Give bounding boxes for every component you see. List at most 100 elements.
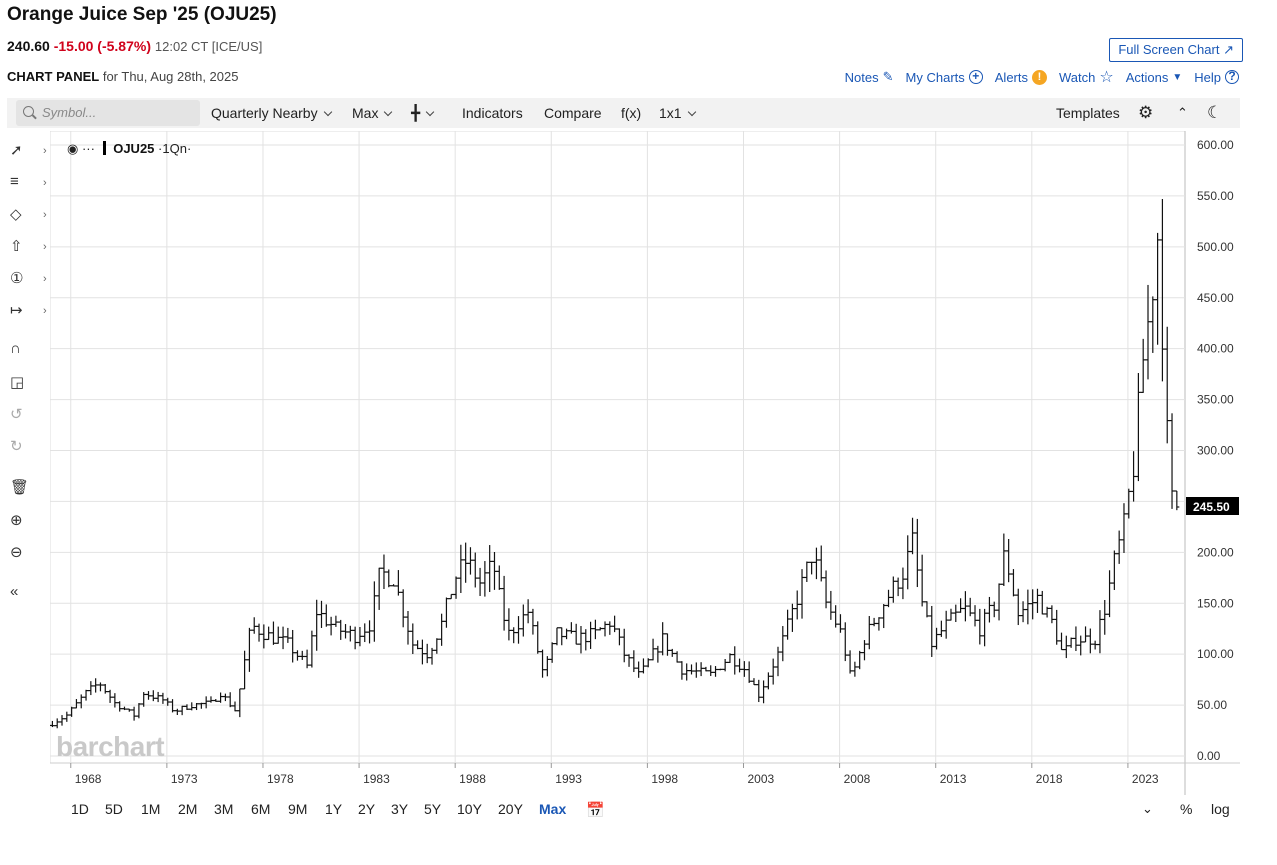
collapse-toolbar-button[interactable]: « xyxy=(10,583,50,609)
ohlc-bar xyxy=(347,625,353,642)
ohlc-bar xyxy=(362,623,368,643)
ohlc-bar xyxy=(953,604,959,622)
ohlc-bar xyxy=(400,589,406,628)
delete-button[interactable]: 🗑 xyxy=(10,478,50,504)
ohlc-bar xyxy=(439,613,445,646)
ohlc-bar xyxy=(69,706,75,717)
double-chevron-down-icon[interactable]: ⌄ xyxy=(1142,801,1153,816)
range-1m[interactable]: 1M xyxy=(141,801,161,817)
gear-icon[interactable]: ⚙ xyxy=(1138,103,1154,122)
zoom-in-button[interactable]: ⊕ xyxy=(10,511,50,537)
ohlc-bar xyxy=(338,619,344,640)
range-1y[interactable]: 1Y xyxy=(325,801,343,817)
collapse-icon[interactable]: ⌃ xyxy=(1177,105,1188,120)
range-10y[interactable]: 10Y xyxy=(457,801,482,817)
ohlc-bar xyxy=(208,696,214,703)
ohlc-bar xyxy=(828,590,834,620)
actions-menu[interactable]: Actions ▼ xyxy=(1126,70,1183,85)
ohlc-bar xyxy=(227,692,233,708)
x-tick-label: 2018 xyxy=(1036,772,1063,786)
period-dropdown[interactable]: Quarterly Nearby xyxy=(211,98,332,128)
calendar-icon[interactable]: 📅 xyxy=(586,802,605,819)
ohlc-bar xyxy=(261,624,267,649)
y-tick-label: 100.00 xyxy=(1197,647,1234,661)
zoom-in-icon: ⊕ xyxy=(10,512,23,529)
compare-button[interactable]: Compare xyxy=(544,105,602,121)
alerts-link[interactable]: Alerts! xyxy=(995,69,1047,85)
ohlc-bar xyxy=(857,650,863,670)
last-price-box xyxy=(1186,496,1239,515)
ohlc-bar xyxy=(97,682,103,692)
page-title: Orange Juice Sep '25 (OJU25) xyxy=(7,4,277,25)
x-axis: 1968 1973 1978 1983 1988 1993 1998 2003 2008 2013… xyxy=(70,763,1159,786)
magnet-tool[interactable]: ∩ xyxy=(10,340,50,366)
layout-dropdown[interactable]: 1x1 xyxy=(659,98,696,128)
range-5d[interactable]: 5D xyxy=(105,801,123,817)
price-chart[interactable]: 0.0050.00100.00150.00200.00250.00300.003… xyxy=(50,131,1240,795)
ohlc-bar xyxy=(852,661,858,677)
ohlc-bar xyxy=(323,604,329,627)
ohlc-bar xyxy=(780,626,786,662)
annotation-tool[interactable]: ① › xyxy=(10,269,50,295)
ohlc-bar xyxy=(1087,628,1093,654)
range-5y[interactable]: 5Y xyxy=(424,801,442,817)
ohlc-bar xyxy=(131,706,137,721)
unlock-icon: ◲ xyxy=(10,374,25,391)
ohlc-bar xyxy=(886,589,892,608)
ohlc-bar xyxy=(64,711,70,722)
lock-tool[interactable]: ◲ xyxy=(10,373,50,399)
ohlc-bar xyxy=(775,646,781,677)
symbol-search-input[interactable]: Symbol... xyxy=(16,100,200,126)
templates-button[interactable]: Templates xyxy=(1056,105,1120,121)
ohlc-bar xyxy=(578,626,584,654)
range-3y[interactable]: 3Y xyxy=(391,801,409,817)
measure-tool[interactable]: ↦ › xyxy=(10,301,50,327)
range-20y[interactable]: 20Y xyxy=(498,801,523,817)
ohlc-bar xyxy=(833,605,839,628)
range-9m[interactable]: 9M xyxy=(288,801,308,817)
ohlc-bar xyxy=(573,623,579,645)
star-icon: ☆ xyxy=(1099,69,1114,86)
zoom-out-button[interactable]: ⊖ xyxy=(10,543,50,569)
full-screen-chart-button[interactable]: Full Screen Chart ↗ xyxy=(1109,38,1243,62)
help-link[interactable]: Help? xyxy=(1194,70,1239,85)
range-max[interactable]: Max xyxy=(539,801,567,817)
quote-line: 240.60 -15.00 (-5.87%) 12:02 CT [ICE/US] xyxy=(7,38,262,54)
ohlc-bar xyxy=(564,628,570,640)
ohlc-bar xyxy=(713,666,719,677)
my-charts-link[interactable]: My Charts + xyxy=(906,70,983,85)
eye-icon[interactable]: ◉ xyxy=(67,141,79,156)
percent-scale-button[interactable]: % xyxy=(1180,801,1193,817)
ohlc-bar xyxy=(112,693,118,708)
bar-type-dropdown[interactable]: ╋ xyxy=(411,98,435,128)
fib-tool[interactable]: ≡ › xyxy=(10,173,50,199)
fx-button[interactable]: f(x) xyxy=(621,105,642,121)
y-tick-label: 200.00 xyxy=(1197,545,1234,559)
ohlc-bar xyxy=(818,545,824,582)
chart-legend[interactable]: ◉ ··· OJU25 ·1Qn· xyxy=(67,141,191,157)
watch-link[interactable]: Watch ☆ xyxy=(1059,67,1114,87)
arrow-tool[interactable]: ⇧ › xyxy=(10,237,50,263)
shape-tool[interactable]: ◇ › xyxy=(10,205,50,231)
line-tool[interactable]: ➚ › xyxy=(10,141,50,167)
range-dropdown[interactable]: Max xyxy=(352,98,393,128)
moon-icon[interactable]: ☾ xyxy=(1207,103,1223,122)
ohlc-bar xyxy=(357,627,363,647)
redo-button[interactable]: ↻ xyxy=(10,437,50,463)
range-1d[interactable]: 1D xyxy=(71,801,89,817)
ohlc-bar xyxy=(367,620,373,644)
ohlc-bar xyxy=(679,661,685,680)
range-2m[interactable]: 2M xyxy=(178,801,198,817)
log-scale-button[interactable]: log xyxy=(1211,801,1230,817)
indicators-button[interactable]: Indicators xyxy=(462,105,523,121)
ohlc-bar xyxy=(1054,609,1060,645)
ohlc-bar xyxy=(482,561,488,597)
range-6m[interactable]: 6M xyxy=(251,801,271,817)
undo-button[interactable]: ↺ xyxy=(10,405,50,431)
range-3m[interactable]: 3M xyxy=(214,801,234,817)
ohlc-bar xyxy=(991,601,997,618)
range-2y[interactable]: 2Y xyxy=(358,801,376,817)
more-icon[interactable]: ··· xyxy=(81,141,95,156)
notes-link[interactable]: Notes ✎ xyxy=(845,69,894,85)
ohlc-bar xyxy=(924,601,930,618)
